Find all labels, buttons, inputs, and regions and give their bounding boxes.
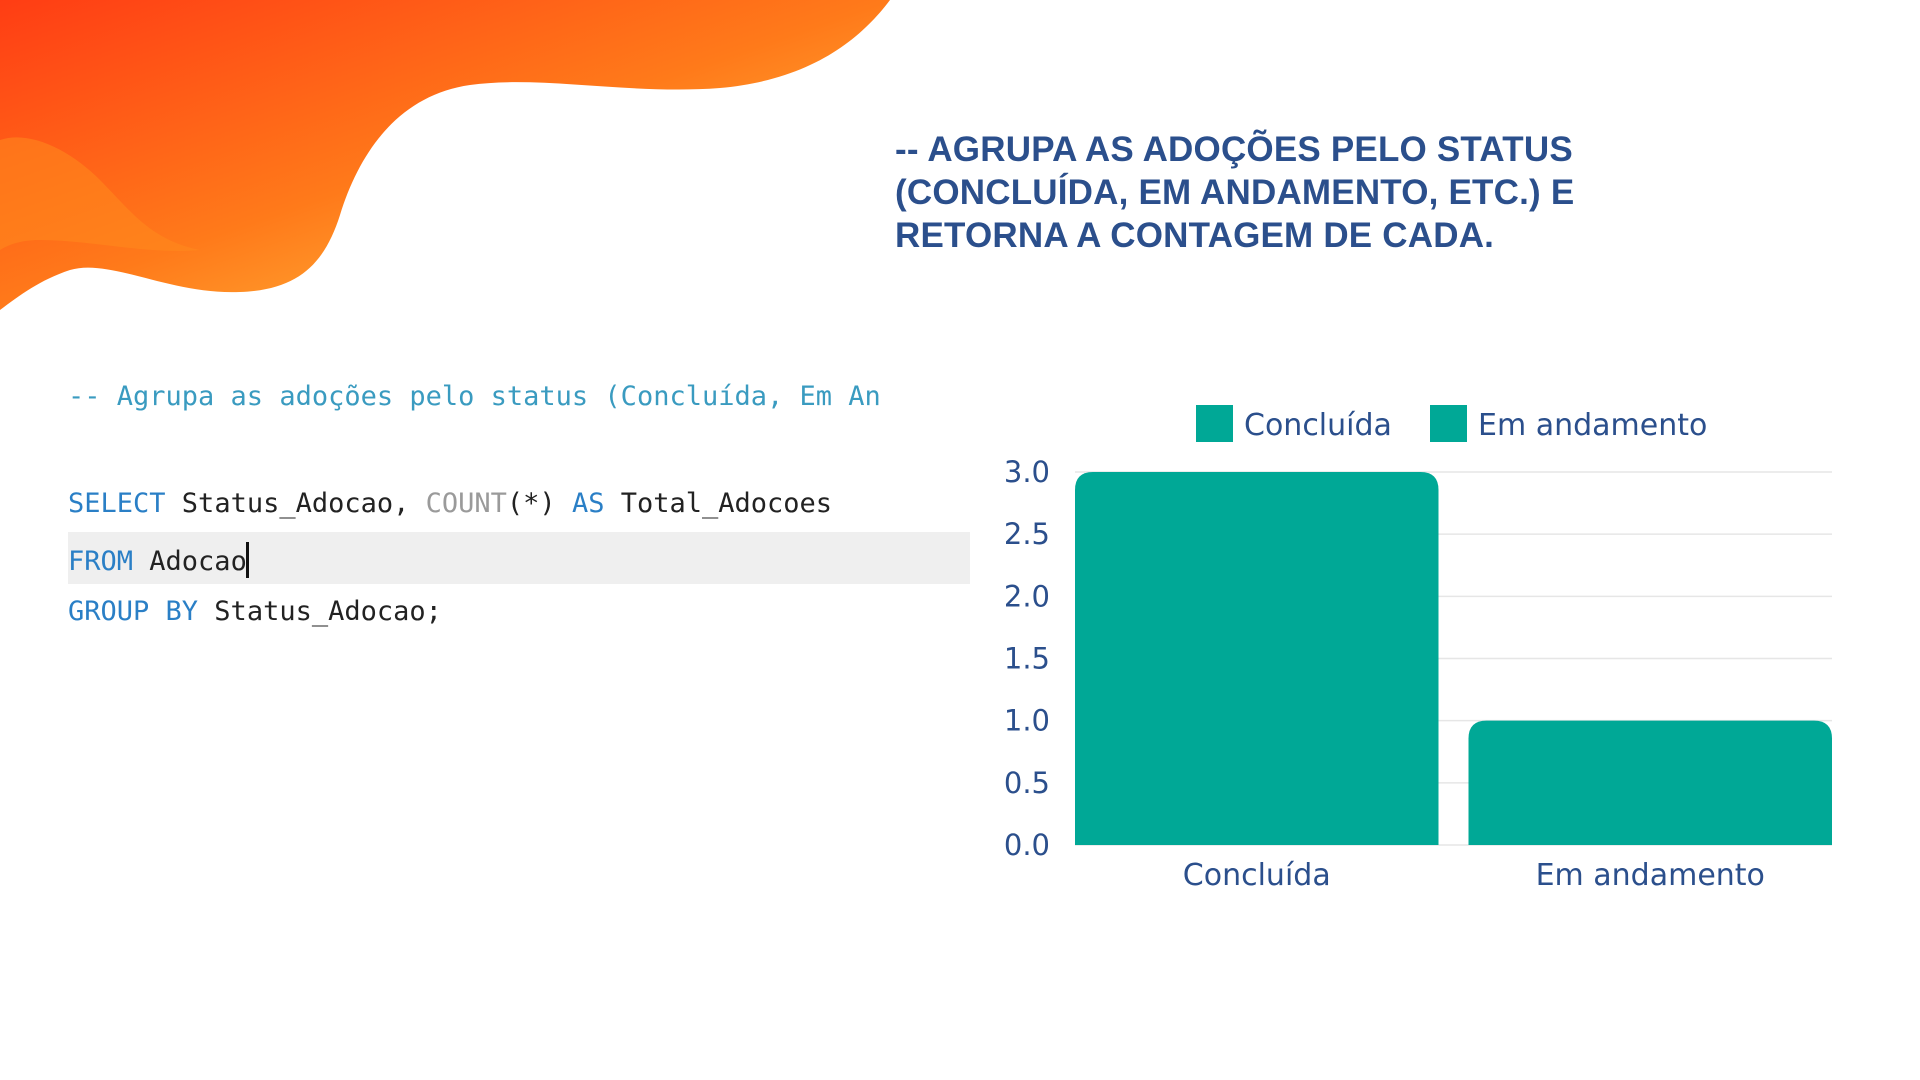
count-args: (*) [506,488,572,519]
count-function: COUNT [425,488,507,519]
x-tick-label: Concluída [1183,858,1331,893]
from-keyword: FROM [68,546,134,577]
as-keyword: AS [571,488,605,519]
sql-from-line: FROM Adocao [68,542,249,578]
y-tick-label: 0.5 [1004,766,1050,800]
slide-heading: -- AGRUPA AS ADOÇÕES PELO STATUS (CONCLU… [895,130,1575,255]
y-tick-label: 1.5 [1004,642,1050,676]
legend-label: Concluída [1244,408,1392,443]
legend-swatch [1196,405,1233,442]
bar [1468,720,1832,845]
legend-label: Em andamento [1478,408,1707,443]
y-tick-label: 2.0 [1004,579,1050,613]
sql-group-line: GROUP BY Status_Adocao; [68,596,442,628]
group-by-keyword: GROUP BY [68,596,199,627]
y-tick-label: 2.5 [1004,517,1050,551]
text-cursor [245,542,249,578]
from-table: Adocao [133,546,247,577]
column-alias: Total_Adocoes [604,488,833,519]
select-keyword: SELECT [68,488,166,519]
bar [1075,472,1439,845]
current-line-highlight [68,532,970,584]
x-tick-label: Em andamento [1536,858,1765,893]
decorative-wave-shape [0,0,890,310]
legend-swatch [1430,405,1467,442]
sql-comment-line: -- Agrupa as adoções pelo status (Conclu… [68,381,881,412]
group-column: Status_Adocao; [198,596,442,627]
select-columns: Status_Adocao, [165,488,426,519]
y-tick-label: 0.0 [1004,828,1050,862]
sql-select-line: SELECT Status_Adocao, COUNT(*) AS Total_… [68,488,832,520]
y-tick-label: 3.0 [1004,455,1050,489]
y-tick-label: 1.0 [1004,704,1050,738]
